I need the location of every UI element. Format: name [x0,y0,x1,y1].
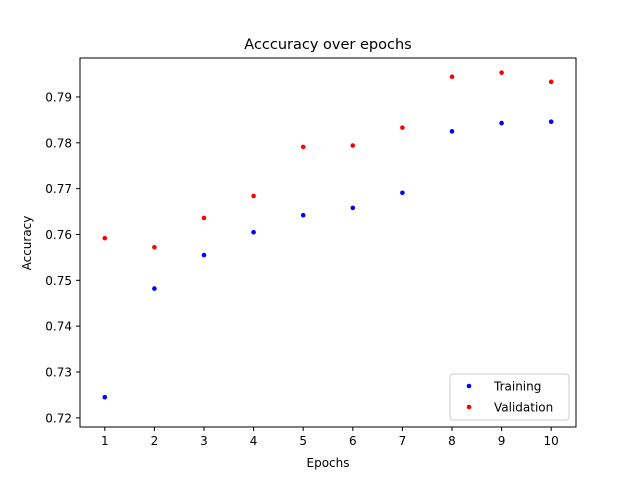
data-point [300,144,306,150]
y-tick-label: 0.77 [45,182,72,196]
data-point [102,394,108,400]
x-tick-label: 1 [101,434,109,448]
legend-label-training: Training [493,380,541,394]
x-tick-label: 8 [448,434,456,448]
legend-box [449,373,570,421]
legend-label-validation: Validation [494,401,553,415]
data-point [449,129,455,134]
y-tick-label: 0.79 [45,90,72,104]
y-tick-label: 0.74 [45,320,72,334]
x-tick-label: 9 [498,434,506,448]
x-tick-label: 6 [349,434,357,448]
x-tick-label: 7 [399,434,407,448]
y-axis-label: Accuracy [20,216,34,271]
legend: Training Validation [449,373,570,421]
data-point [400,190,405,196]
y-tick-label: 0.78 [45,136,72,150]
chart-title: Acccuracy over epochs [244,37,411,53]
data-point [400,125,405,130]
series-training [102,119,554,400]
data-point [499,120,504,126]
y-tick-label: 0.75 [45,274,72,288]
data-point [201,215,207,221]
y-tick-label: 0.76 [45,228,72,242]
data-point [548,119,554,125]
data-point [548,79,554,85]
y-tick-label: 0.72 [45,411,72,425]
y-tick-label: 0.73 [45,365,72,379]
x-tick-label: 3 [200,434,208,448]
data-point [499,70,504,75]
data-point [152,245,157,250]
data-point [201,252,207,258]
legend-marker-validation [466,404,472,410]
data-point [350,143,356,148]
x-tick-label: 5 [299,434,307,448]
axes-frame [79,57,577,428]
x-tick-label: 10 [544,434,559,448]
data-point [300,212,306,218]
legend-marker-training [466,383,472,389]
data-point [251,193,256,199]
data-point [152,286,157,291]
series-validation [102,70,554,250]
plot-area: 1 2 3 4 5 6 7 8 9 10 0.72 0.73 0.74 0.75 0.76 0.77 0.78 0… [45,57,577,448]
data-point [350,205,356,211]
data-point [251,229,256,235]
data-point [102,235,108,241]
data-point [449,74,455,80]
x-tick-label: 2 [151,434,159,448]
x-axis-label: Epochs [307,456,350,470]
x-tick-label: 4 [250,434,258,448]
